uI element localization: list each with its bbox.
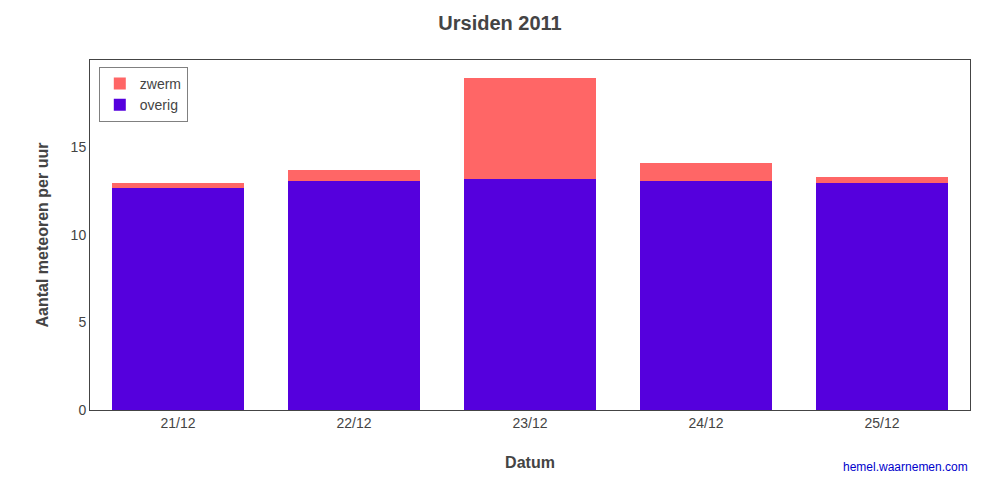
svg-text:5: 5 [78,314,86,330]
svg-text:24/12: 24/12 [688,415,723,431]
svg-text:Ursiden 2011: Ursiden 2011 [438,12,561,34]
svg-text:Datum: Datum [505,454,555,471]
svg-text:10: 10 [71,227,87,243]
svg-text:21/12: 21/12 [160,415,195,431]
svg-text:23/12: 23/12 [512,415,547,431]
svg-text:hemel.waarnemen.com: hemel.waarnemen.com [843,460,968,474]
svg-text:Aantal meteoren per uur: Aantal meteoren per uur [34,143,51,328]
svg-text:25/12: 25/12 [864,415,899,431]
svg-text:zwerm: zwerm [140,76,181,92]
svg-text:overig: overig [140,97,178,113]
svg-text:22/12: 22/12 [336,415,371,431]
svg-text:0: 0 [78,402,86,418]
svg-text:15: 15 [71,139,87,155]
